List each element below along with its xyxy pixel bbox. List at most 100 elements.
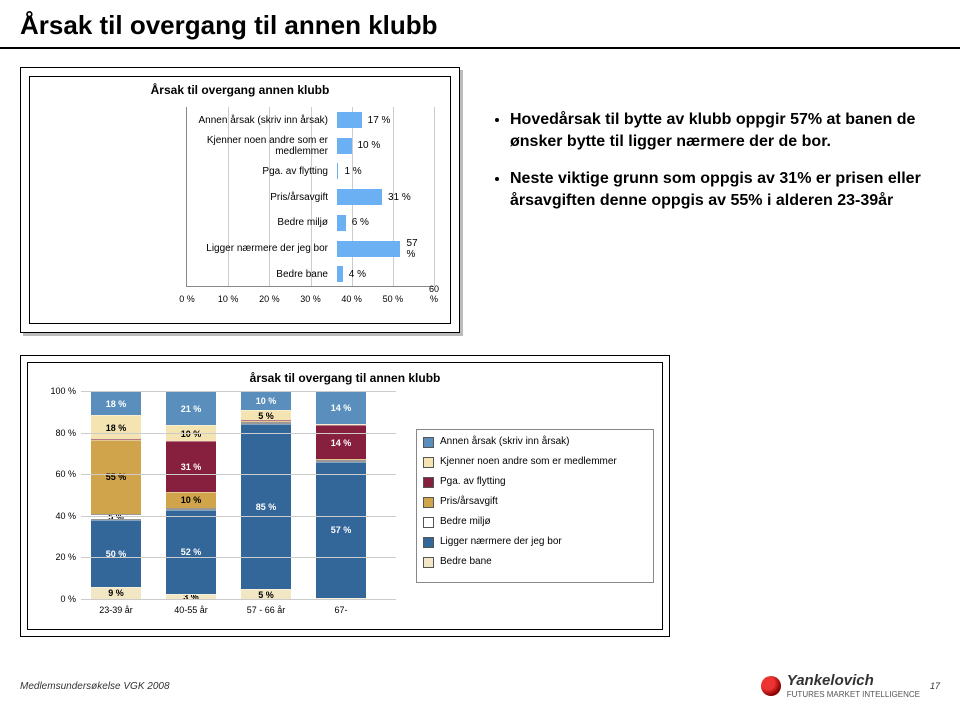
chart1-xtick: 40 %	[341, 294, 362, 304]
chart2-segment: 14 %	[316, 391, 366, 424]
chart1-bar	[337, 138, 352, 154]
chart2-segment: 52 %	[166, 510, 216, 594]
chart1-value-label: 1 %	[344, 166, 361, 177]
chart2-segment: 31 %	[166, 441, 216, 491]
chart2-segment: 18 %	[91, 415, 141, 439]
legend-swatch-icon	[423, 477, 434, 488]
chart1-row: Bedre miljø6 %	[337, 214, 424, 232]
chart1-row: Bedre bane4 %	[337, 265, 424, 283]
legend-swatch-icon	[423, 437, 434, 448]
legend-swatch-icon	[423, 457, 434, 468]
chart1-category-label: Kjenner noen andre som er medlemmer	[187, 135, 332, 157]
chart2-segment: 57 %	[316, 462, 366, 598]
chart1-row: Annen årsak (skriv inn årsak)17 %	[337, 111, 424, 129]
legend-item: Bedre miljø	[423, 516, 647, 528]
legend-label: Pga. av flytting	[440, 476, 506, 488]
chart2-segment: 18 %	[91, 391, 141, 415]
legend-item: Pga. av flytting	[423, 476, 647, 488]
chart2-column: 3 %52 %10 %31 %10 %21 %	[166, 391, 216, 599]
chart1-row: Pga. av flytting1 %	[337, 162, 424, 180]
chart2-xtick: 67-	[334, 605, 347, 615]
chart1-xtick: 0 %	[179, 294, 195, 304]
chart2-column: 0 %57 %0 %14 %14 %	[316, 391, 366, 599]
chart1-xtick: 20 %	[259, 294, 280, 304]
legend-label: Bedre bane	[440, 556, 492, 568]
footer-left: Medlemsundersøkelse VGK 2008	[20, 681, 170, 692]
chart2-plot-area: 9 %50 %5 %55 %18 %18 %3 %52 %10 %31 %10 …	[36, 391, 406, 621]
chart1-bar	[337, 112, 362, 128]
chart2-ytick: 20 %	[36, 552, 76, 562]
legend-item: Bedre bane	[423, 556, 647, 568]
footer-brand: Yankelovich FUTURES MARKET INTELLIGENCE …	[761, 672, 940, 700]
brand-sub: FUTURES MARKET INTELLIGENCE	[787, 690, 920, 699]
legend-label: Bedre miljø	[440, 516, 491, 528]
page-number: 17	[930, 681, 940, 691]
chart2-segment: 55 %	[91, 440, 141, 513]
chart1-category-label: Annen årsak (skriv inn årsak)	[187, 115, 332, 126]
legend-swatch-icon	[423, 537, 434, 548]
chart2-container: årsak til overgang til annen klubb 9 %50…	[20, 355, 670, 637]
chart1-value-label: 17 %	[368, 115, 391, 126]
chart2-segment: 21 %	[166, 391, 216, 425]
chart2-segment: 14 %	[316, 425, 366, 458]
legend-label: Annen årsak (skriv inn årsak)	[440, 436, 570, 448]
chart1-title: Årsak til overgang annen klubb	[36, 83, 444, 97]
bullet-item: Hovedårsak til bytte av klubb oppgir 57%…	[510, 109, 940, 152]
legend-label: Ligger nærmere der jeg bor	[440, 536, 562, 548]
chart1-row: Pris/årsavgift31 %	[337, 188, 424, 206]
chart1-value-label: 57 %	[406, 238, 424, 260]
chart2-column: 5 %85 %0 %5 %10 %	[241, 391, 291, 599]
chart1-xtick: 50 %	[383, 294, 404, 304]
page-title: Årsak til overgang til annen klubb	[0, 0, 960, 49]
chart1-bar	[337, 266, 343, 282]
chart2-segment: 5 %	[241, 589, 291, 599]
chart1-category-label: Pris/årsavgift	[187, 192, 332, 203]
bullet-list: Hovedårsak til bytte av klubb oppgir 57%…	[490, 67, 940, 333]
chart1-bar	[337, 215, 346, 231]
chart2-ytick: 0 %	[36, 594, 76, 604]
chart2-ytick: 60 %	[36, 469, 76, 479]
bullet-item: Neste viktige grunn som oppgis av 31% er…	[510, 168, 940, 211]
brand-name: Yankelovich	[787, 672, 874, 689]
chart2-segment: 5 %	[91, 514, 141, 521]
chart1-row: Ligger nærmere der jeg bor57 %	[337, 240, 424, 258]
chart1-row: Kjenner noen andre som er medlemmer10 %	[337, 137, 424, 155]
chart1-xtick: 10 %	[218, 294, 239, 304]
chart1-xtick: 30 %	[300, 294, 321, 304]
chart2-xtick: 57 - 66 år	[247, 605, 286, 615]
chart2-legend: Annen årsak (skriv inn årsak) Kjenner noe…	[416, 429, 654, 583]
chart1-value-label: 4 %	[349, 269, 366, 280]
chart2-xtick: 40-55 år	[174, 605, 208, 615]
legend-label: Pris/årsavgift	[440, 496, 498, 508]
chart1-value-label: 10 %	[358, 140, 381, 151]
chart1-category-label: Pga. av flytting	[187, 166, 332, 177]
legend-swatch-icon	[423, 497, 434, 508]
chart1-category-label: Bedre miljø	[187, 217, 332, 228]
chart2-ytick: 80 %	[36, 428, 76, 438]
chart1-xtick: 60 %	[429, 284, 439, 304]
chart2-title: årsak til overgang til annen klubb	[36, 371, 654, 385]
chart1-value-label: 6 %	[352, 217, 369, 228]
chart1-plot-area: 0 % 10 % 20 % 30 % 40 % 50 % 60 % Annen årsak (…	[36, 107, 444, 317]
chart2-segment: 9 %	[91, 587, 141, 599]
legend-item: Pris/årsavgift	[423, 496, 647, 508]
chart2-segment: 85 %	[241, 424, 291, 589]
legend-swatch-icon	[423, 517, 434, 528]
chart1-bar	[337, 241, 400, 257]
legend-item: Kjenner noen andre som er medlemmer	[423, 456, 647, 468]
chart2-segment: 5 %	[241, 410, 291, 420]
chart1-value-label: 31 %	[388, 192, 411, 203]
chart2-column: 9 %50 %5 %55 %18 %18 %	[91, 391, 141, 599]
chart2-segment: 50 %	[91, 520, 141, 587]
chart1-container: Årsak til overgang annen klubb 0 % 10 % 20…	[20, 67, 460, 333]
chart2-ytick: 100 %	[36, 386, 76, 396]
chart2-segment: 10 %	[241, 391, 291, 410]
chart1-bar	[337, 163, 338, 179]
legend-swatch-icon	[423, 557, 434, 568]
chart2-ytick: 40 %	[36, 511, 76, 521]
chart1-bar	[337, 189, 382, 205]
legend-label: Kjenner noen andre som er medlemmer	[440, 456, 617, 468]
brand-logo-icon	[761, 676, 781, 696]
chart1-category-label: Bedre bane	[187, 269, 332, 280]
chart2-segment: 10 %	[166, 492, 216, 508]
